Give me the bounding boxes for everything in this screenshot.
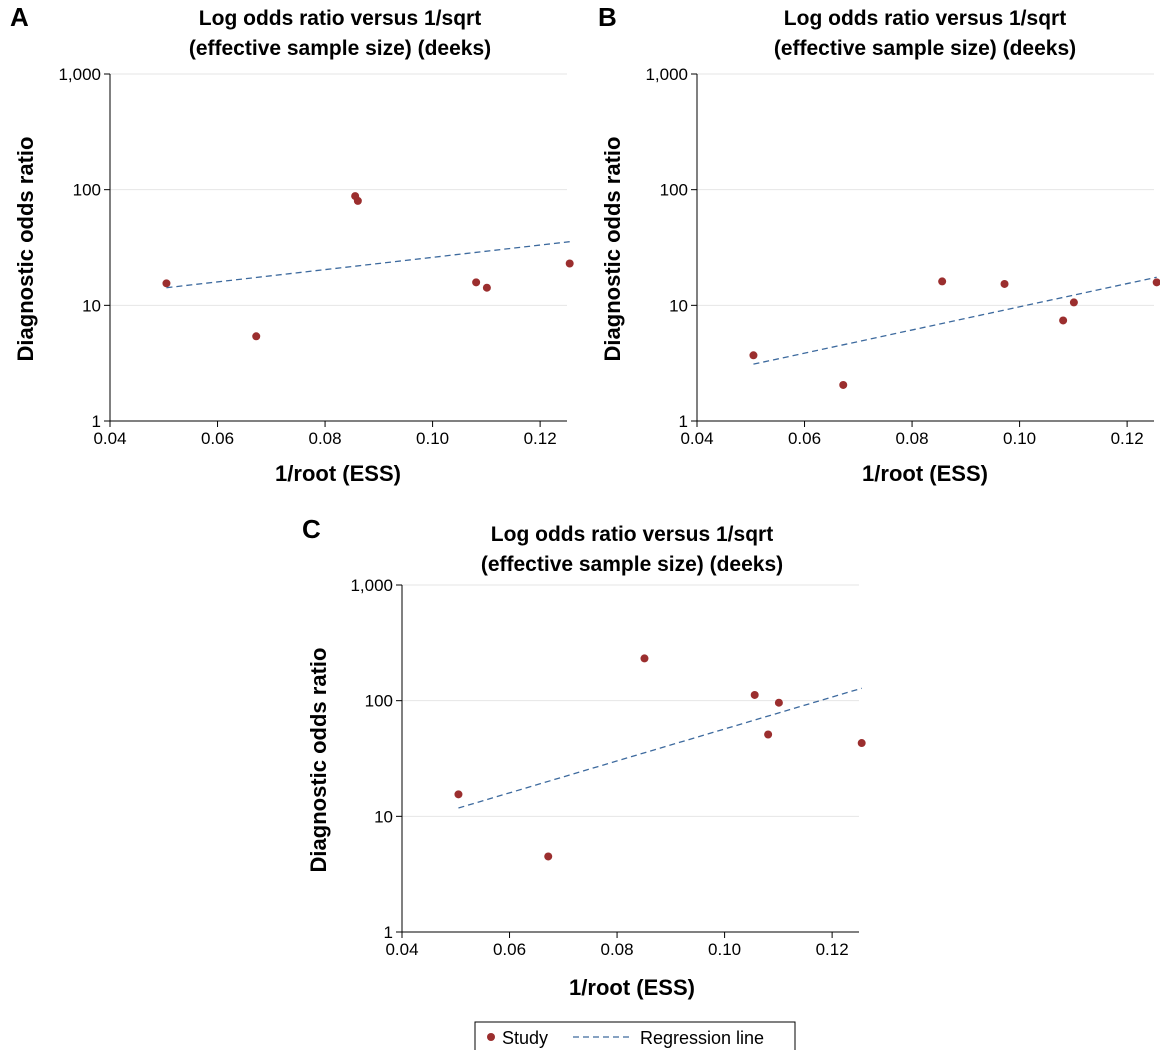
study-point bbox=[472, 278, 481, 287]
study-point bbox=[544, 852, 553, 861]
x-tick-label: 0.04 bbox=[385, 940, 418, 959]
study-point bbox=[750, 690, 759, 699]
x-tick-label: 0.08 bbox=[896, 429, 929, 448]
y-axis-label: Diagnostic odds ratio bbox=[600, 137, 625, 362]
y-tick-label: 1 bbox=[92, 412, 101, 431]
study-point bbox=[640, 654, 649, 663]
legend-label-study: Study bbox=[502, 1028, 548, 1048]
study-point bbox=[1069, 298, 1078, 307]
x-axis-label: 1/root (ESS) bbox=[569, 975, 695, 1000]
study-point bbox=[938, 277, 947, 286]
panel-letter-c: C bbox=[302, 514, 321, 544]
x-tick-label: 0.04 bbox=[93, 429, 126, 448]
y-axis-label: Diagnostic odds ratio bbox=[13, 137, 38, 362]
panel-a: A Log odds ratio versus 1/sqrt (effectiv… bbox=[10, 2, 574, 486]
y-tick-label: 100 bbox=[365, 692, 393, 711]
study-point bbox=[454, 790, 463, 799]
study-point bbox=[1059, 316, 1068, 325]
study-point bbox=[749, 351, 758, 360]
legend-box bbox=[474, 1021, 796, 1050]
study-point bbox=[252, 332, 261, 341]
panel-letter-b: B bbox=[598, 2, 617, 32]
y-tick-label: 100 bbox=[660, 181, 688, 200]
y-tick-label: 1,000 bbox=[350, 576, 393, 595]
x-tick-label: 0.12 bbox=[524, 429, 557, 448]
study-point bbox=[482, 283, 491, 292]
legend: Study Regression line bbox=[474, 1021, 796, 1050]
y-tick-label: 10 bbox=[82, 296, 101, 315]
regression-line bbox=[458, 687, 862, 809]
plot-area-b: 1 10 100 1,000 0.04 0.06 0.08 0.10 0.12 bbox=[645, 65, 1160, 448]
y-tick-label: 10 bbox=[669, 296, 688, 315]
x-tick-label: 0.10 bbox=[1003, 429, 1036, 448]
chart-title-line-1: Log odds ratio versus 1/sqrt bbox=[491, 523, 773, 546]
study-point bbox=[764, 730, 773, 739]
panel-letter-a: A bbox=[10, 2, 29, 32]
x-tick-label: 0.10 bbox=[708, 940, 741, 959]
panel-b: B Log odds ratio versus 1/sqrt (effectiv… bbox=[598, 2, 1160, 486]
x-tick-label: 0.12 bbox=[1111, 429, 1144, 448]
study-point bbox=[162, 279, 171, 288]
plot-area-a: 1 10 100 1,000 0.04 0.06 0.08 0.10 0.12 bbox=[58, 65, 574, 448]
x-axis-label: 1/root (ESS) bbox=[275, 461, 401, 486]
regression-line bbox=[166, 241, 570, 289]
study-point bbox=[1152, 278, 1160, 287]
chart-title-line-2: (effective sample size) (deeks) bbox=[189, 37, 491, 60]
x-tick-label: 0.08 bbox=[601, 940, 634, 959]
y-tick-label: 100 bbox=[73, 181, 101, 200]
panel-c: C Log odds ratio versus 1/sqrt (effectiv… bbox=[302, 514, 866, 1000]
study-point bbox=[565, 259, 574, 268]
study-point bbox=[1000, 279, 1009, 288]
chart-title-line-2: (effective sample size) (deeks) bbox=[481, 553, 783, 576]
y-axis-label: Diagnostic odds ratio bbox=[306, 648, 331, 873]
study-point bbox=[774, 698, 783, 707]
x-tick-label: 0.04 bbox=[680, 429, 713, 448]
plot-area-c: 1 10 100 1,000 0.04 0.06 0.08 0.10 0.12 bbox=[350, 576, 866, 959]
chart-title-line-1: Log odds ratio versus 1/sqrt bbox=[199, 7, 481, 30]
regression-line bbox=[753, 276, 1157, 365]
chart-title-line-2: (effective sample size) (deeks) bbox=[774, 37, 1076, 60]
y-tick-label: 1 bbox=[679, 412, 688, 431]
study-point bbox=[839, 380, 848, 389]
y-tick-label: 1 bbox=[384, 923, 393, 942]
x-tick-label: 0.12 bbox=[816, 940, 849, 959]
y-tick-label: 10 bbox=[374, 807, 393, 826]
x-axis-label: 1/root (ESS) bbox=[862, 461, 988, 486]
legend-label-regression-line: Regression line bbox=[640, 1028, 764, 1048]
chart-title-line-1: Log odds ratio versus 1/sqrt bbox=[784, 7, 1066, 30]
study-point bbox=[857, 739, 866, 748]
y-tick-label: 1,000 bbox=[58, 65, 101, 84]
study-point bbox=[353, 196, 362, 205]
x-tick-label: 0.10 bbox=[416, 429, 449, 448]
y-tick-label: 1,000 bbox=[645, 65, 688, 84]
x-tick-label: 0.06 bbox=[493, 940, 526, 959]
x-tick-label: 0.06 bbox=[201, 429, 234, 448]
x-tick-label: 0.06 bbox=[788, 429, 821, 448]
x-tick-label: 0.08 bbox=[309, 429, 342, 448]
legend-marker-study bbox=[487, 1033, 495, 1041]
